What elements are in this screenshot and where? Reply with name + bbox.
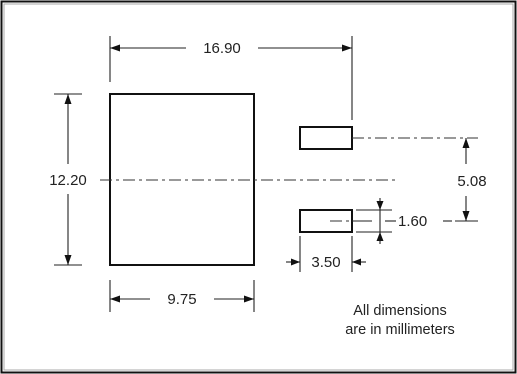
dim-height-arrow-top [64, 94, 72, 104]
dim-pin-height-label: 1.60 [398, 213, 427, 230]
dim-overall-arrow-left [110, 44, 120, 52]
dim-pinh-arrow-bottom [376, 232, 384, 241]
dim-overall-width-label: 16.90 [203, 40, 241, 57]
units-note-line2: are in millimeters [345, 322, 455, 338]
dim-pinh-arrow-top [376, 201, 384, 210]
dim-pitch-arrow-bottom [462, 211, 470, 221]
dim-body-height-label: 12.20 [49, 172, 87, 189]
dim-width-arrow-right [244, 295, 254, 303]
dim-pin-pitch-label: 5.08 [457, 173, 486, 190]
dim-pinl-arrow-left [291, 258, 300, 266]
dim-height-arrow-bottom [64, 255, 72, 265]
units-note-line1: All dimensions [353, 303, 447, 319]
pin-bottom [299, 209, 353, 233]
dim-body-width-label: 9.75 [167, 291, 196, 308]
dim-pinl-arrow-right [352, 258, 361, 266]
dim-pitch-arrow-top [462, 138, 470, 148]
dim-overall-arrow-right [342, 44, 352, 52]
dim-pin-length-label: 3.50 [311, 254, 340, 271]
dim-width-arrow-left [110, 295, 120, 303]
inner-border [3, 3, 514, 371]
pin-top [299, 126, 353, 150]
